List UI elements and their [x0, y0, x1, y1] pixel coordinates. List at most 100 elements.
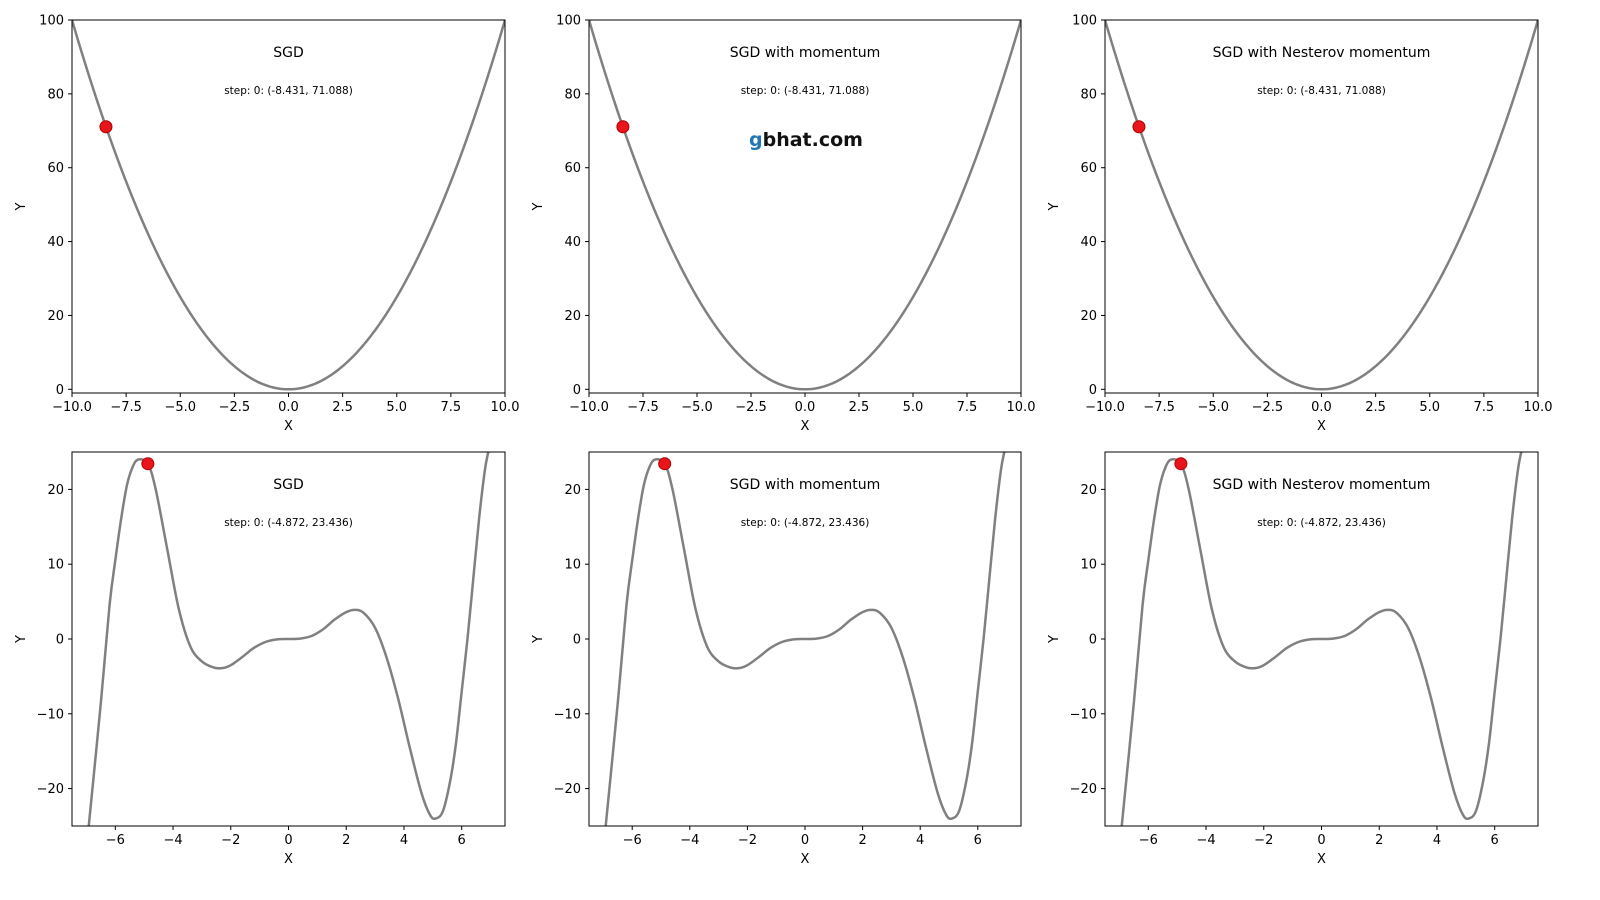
x-tick-label: 0: [1317, 833, 1325, 848]
x-tick-label: 5.0: [1419, 400, 1440, 415]
x-tick-label: 10.0: [1007, 400, 1036, 415]
x-tick-label: 0: [284, 833, 292, 848]
x-tick-label: −5.0: [1197, 400, 1229, 415]
watermark-prefix: g: [749, 129, 763, 151]
x-tick-label: −5.0: [164, 400, 196, 415]
current-point-marker: [141, 457, 155, 471]
watermark-rest: bhat.com: [763, 129, 863, 151]
y-axis-label: Y: [14, 635, 29, 644]
x-tick-label: −6: [623, 833, 642, 848]
y-tick-label: 60: [1080, 161, 1097, 176]
x-tick-label: 6: [974, 833, 982, 848]
y-tick-label: 60: [564, 161, 581, 176]
panel-title: SGD: [273, 477, 304, 493]
chart-panel-3: −10.0 −7.5 −5.0 −2.5 0.0 2.5 5.0 7.5 10.0 0 20 40 60…: [1047, 14, 1552, 435]
x-tick-label: 2: [858, 833, 866, 848]
x-axis-label: X: [1317, 419, 1326, 434]
x-tick-label: 0.0: [278, 400, 299, 415]
x-tick-label: −2: [738, 833, 757, 848]
y-tick-label: −20: [1070, 782, 1097, 797]
y-tick-label: 10: [47, 558, 64, 573]
x-tick-label: −2: [1254, 833, 1273, 848]
x-axis-label: X: [801, 852, 810, 867]
x-tick-label: 2.5: [332, 400, 353, 415]
y-tick-label: 0: [573, 383, 581, 398]
y-tick-label: −10: [554, 707, 581, 722]
y-tick-label: −10: [1070, 707, 1097, 722]
y-tick-label: −10: [37, 707, 64, 722]
x-tick-label: 0.0: [1311, 400, 1332, 415]
y-tick-label: 0: [573, 633, 581, 648]
y-tick-label: 20: [1080, 309, 1097, 324]
x-tick-label: 2.5: [1365, 400, 1386, 415]
y-tick-label: 80: [47, 87, 64, 102]
y-tick-label: 100: [1072, 14, 1097, 29]
x-tick-label: −7.5: [110, 400, 142, 415]
function-curve: [1120, 452, 1523, 826]
step-annotation: step: 0: (-4.872, 23.436): [741, 517, 870, 529]
chart-panels: −10.0 −7.5 −5.0 −2.5 0.0 2.5 5.0 7.5 10.00204060…: [14, 14, 1552, 868]
x-tick-label: 2.5: [849, 400, 870, 415]
x-tick-label: −6: [106, 833, 125, 848]
x-tick-label: 6: [1491, 833, 1499, 848]
x-tick-label: −10.0: [569, 400, 609, 415]
y-axis-label: Y: [1047, 202, 1062, 211]
step-annotation: step: 0: (-8.431, 71.088): [741, 85, 870, 97]
x-tick-label: −6: [1139, 833, 1158, 848]
current-point-marker: [99, 120, 113, 134]
x-tick-label: −10.0: [1085, 400, 1125, 415]
x-tick-label: −7.5: [627, 400, 659, 415]
x-tick-label: −2.5: [735, 400, 767, 415]
current-point-marker: [658, 457, 672, 471]
x-tick-label: −4: [680, 833, 699, 848]
y-tick-label: −20: [554, 782, 581, 797]
watermark: gbhat.com: [749, 129, 863, 151]
x-tick-label: 2: [1375, 833, 1383, 848]
y-tick-label: 20: [47, 483, 64, 498]
y-tick-label: 0: [1089, 633, 1097, 648]
function-curve: [1105, 20, 1538, 391]
x-axis-label: X: [284, 852, 293, 867]
x-tick-label: −5.0: [681, 400, 713, 415]
y-axis-label: Y: [531, 635, 546, 644]
x-tick-label: 2: [342, 833, 350, 848]
x-tick-label: −4: [1196, 833, 1215, 848]
y-tick-label: 40: [1080, 235, 1097, 250]
y-tick-label: 20: [47, 309, 64, 324]
y-tick-label: 60: [47, 161, 64, 176]
x-tick-label: 5.0: [386, 400, 407, 415]
y-tick-label: 0: [56, 383, 64, 398]
function-curve: [87, 452, 490, 826]
x-tick-label: 7.5: [441, 400, 462, 415]
x-axis-label: X: [284, 419, 293, 434]
y-tick-label: 80: [564, 87, 581, 102]
function-curve: [589, 20, 1021, 391]
x-tick-label: 7.5: [1474, 400, 1495, 415]
x-tick-label: 4: [916, 833, 924, 848]
function-curve: [604, 452, 1006, 826]
y-tick-label: −20: [37, 782, 64, 797]
y-tick-label: 10: [1080, 558, 1097, 573]
x-tick-label: −2.5: [1252, 400, 1284, 415]
x-axis-label: X: [801, 419, 810, 434]
y-axis-label: Y: [14, 202, 29, 211]
y-tick-label: 20: [564, 309, 581, 324]
function-curve: [72, 20, 505, 391]
y-tick-label: 100: [39, 14, 64, 29]
x-tick-label: −10.0: [52, 400, 92, 415]
y-tick-label: 40: [564, 235, 581, 250]
y-tick-label: 10: [564, 558, 581, 573]
x-tick-label: 10.0: [491, 400, 520, 415]
x-tick-label: 0: [801, 833, 809, 848]
y-tick-label: 80: [1080, 87, 1097, 102]
chart-panel-2: −10.0 −7.5 −5.0 −2.5 0.0 2.5 5.0 7.5 10.0 0 20 40 60…: [531, 14, 1035, 435]
y-tick-label: 40: [47, 235, 64, 250]
panel-title: SGD with momentum: [730, 477, 880, 493]
x-tick-label: −4: [163, 833, 182, 848]
step-annotation: step: 0: (-4.872, 23.436): [224, 517, 353, 529]
x-tick-label: 0.0: [795, 400, 816, 415]
